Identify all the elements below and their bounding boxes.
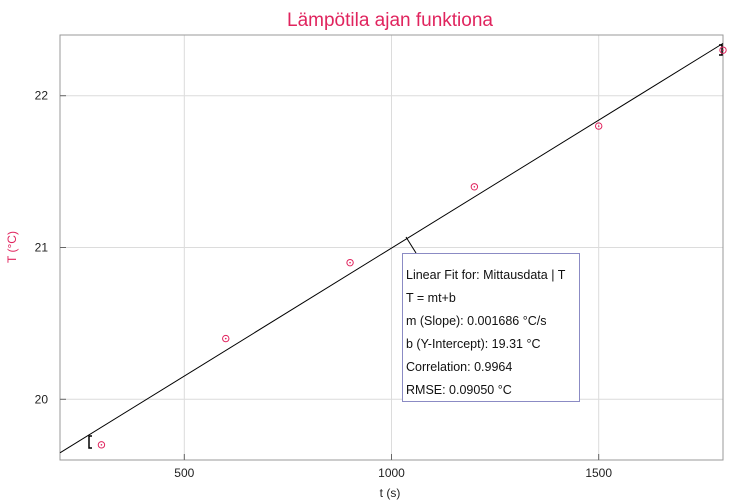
point-ring [97,441,106,449]
x-tick-label: 500 [174,466,194,480]
annotation-line: RMSE: 0.09050 °C [406,383,512,397]
y-tick-label: 22 [35,89,49,103]
y-tick-label: 20 [35,392,49,406]
point-dot [224,337,227,340]
y-axis-label: T (°C) [5,231,19,263]
point-dot [597,125,600,127]
point-ring [719,46,727,54]
x-tick-label: 1500 [585,466,612,480]
x-tick-label: 1000 [378,466,405,480]
chart-title: Lämpötila ajan funktiona [287,10,493,31]
point-dot [100,444,103,446]
data-point [719,46,727,54]
point-dot [473,185,476,188]
point-dot [722,49,724,51]
annotation-line: Correlation: 0.9964 [406,360,513,374]
point-ring [594,122,603,130]
point-ring [346,258,354,267]
annotation-box: Linear Fit for: Mittausdata | T T = mt+b m… [402,253,580,402]
data-point [470,183,479,191]
data-point [97,441,106,449]
x-axis-label: t (s) [380,486,401,500]
range-bracket [88,435,92,449]
annotation-connector [405,236,417,254]
point-dot [349,261,351,264]
data-point [222,334,230,343]
point-ring [470,183,479,191]
y-tick-label: 21 [35,241,49,255]
annotation-line: Linear Fit for: Mittausdata | T [406,268,566,282]
point-ring [222,334,230,343]
grid [60,35,723,460]
data-point [594,122,603,130]
data-point [346,258,354,267]
fit-line [59,42,724,454]
annotation-line: T = mt+b [406,291,456,305]
annotation-line: m (Slope): 0.001686 °C/s [406,314,547,328]
annotation-line: b (Y-Intercept): 19.31 °C [406,337,541,351]
